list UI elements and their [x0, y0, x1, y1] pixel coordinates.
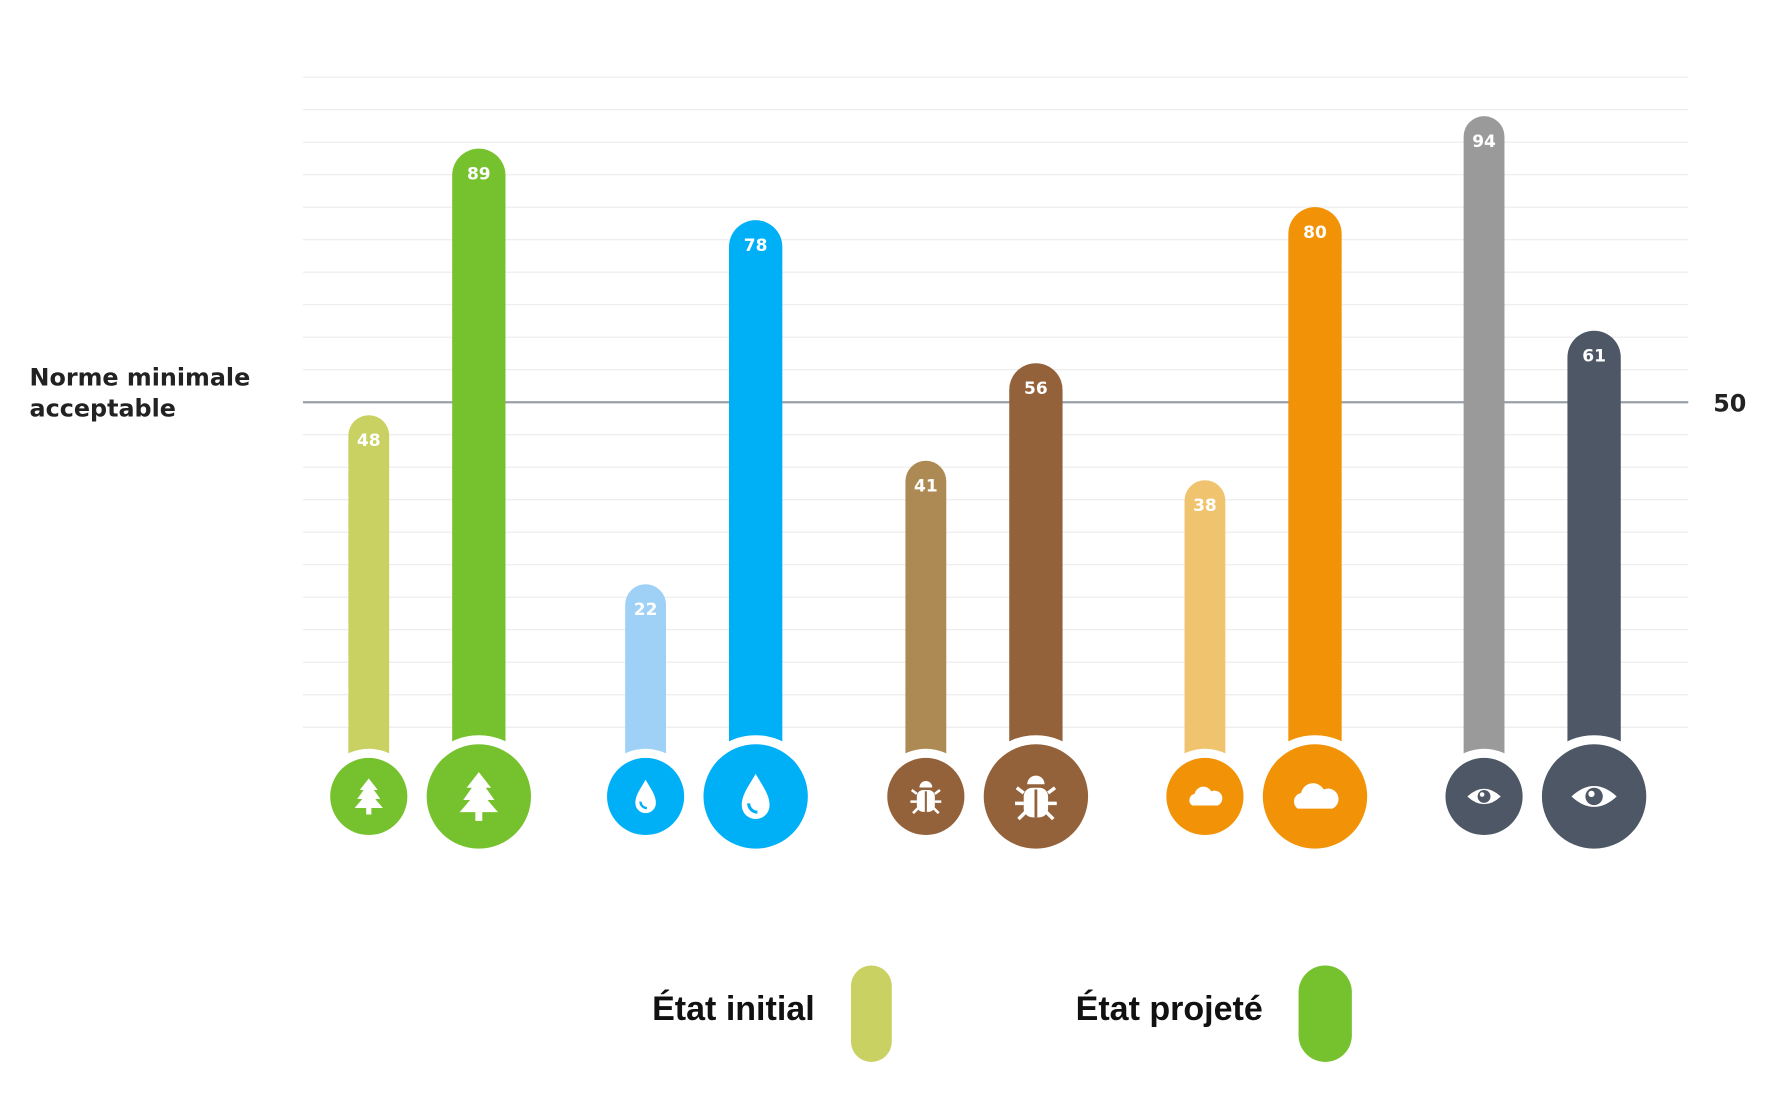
reference-value: 50 [1713, 389, 1746, 417]
bar [625, 584, 667, 797]
icon [1571, 786, 1617, 807]
bar [728, 220, 783, 797]
icon [459, 772, 498, 821]
icon-eye-pupil [1479, 792, 1485, 797]
bar [1567, 330, 1621, 797]
icon [1467, 788, 1501, 805]
value-label: 38 [1193, 496, 1217, 516]
bar [1009, 363, 1063, 797]
legend-label: État projeté [1076, 990, 1263, 1028]
bar [348, 415, 390, 797]
icon-bug-head [1027, 775, 1045, 785]
icon-eye-iris [1477, 790, 1491, 803]
icon-bug-legs [1015, 786, 1057, 821]
legend-swatch [850, 965, 892, 1062]
grid: 50 [302, 76, 1746, 728]
icon-bug-legs [910, 789, 942, 815]
value-label: 48 [357, 431, 381, 451]
value-label: 78 [744, 236, 768, 256]
value-label: 41 [914, 476, 938, 496]
bar [1463, 116, 1505, 797]
value-label: 56 [1024, 379, 1048, 399]
legend-label: État initial [652, 990, 815, 1028]
icon [354, 778, 383, 815]
value-label: 89 [467, 164, 491, 184]
icon-eye-pupil [1588, 790, 1595, 797]
bar [452, 148, 506, 797]
icon-tree [354, 778, 383, 815]
icon [1189, 786, 1223, 806]
icon-bug-head [919, 781, 933, 788]
value-label: 94 [1472, 132, 1496, 152]
icon [635, 779, 656, 814]
bars: 48 22 41 38 94 89 78 56 80 61 [321, 116, 1656, 858]
icon [1015, 775, 1057, 821]
icon-cloud [1189, 786, 1223, 806]
legend-swatch [1298, 965, 1352, 1062]
value-label: 22 [634, 600, 658, 620]
icon-tree [459, 772, 498, 821]
icon-eye-iris [1585, 787, 1603, 806]
value-label: 80 [1303, 223, 1327, 243]
value-label: 61 [1582, 346, 1606, 366]
icon-drop-shine [639, 801, 648, 810]
icon-cloud [1293, 783, 1339, 809]
icon [741, 773, 770, 820]
icon-drop-shine [747, 803, 758, 814]
reference-label-box: Norme minimale acceptable [29, 364, 251, 423]
bar [1288, 207, 1342, 797]
reference-label: Norme minimale acceptable [29, 364, 251, 423]
bar [905, 460, 947, 797]
icon [1293, 783, 1339, 809]
bar [1184, 480, 1226, 797]
icon [910, 781, 942, 815]
